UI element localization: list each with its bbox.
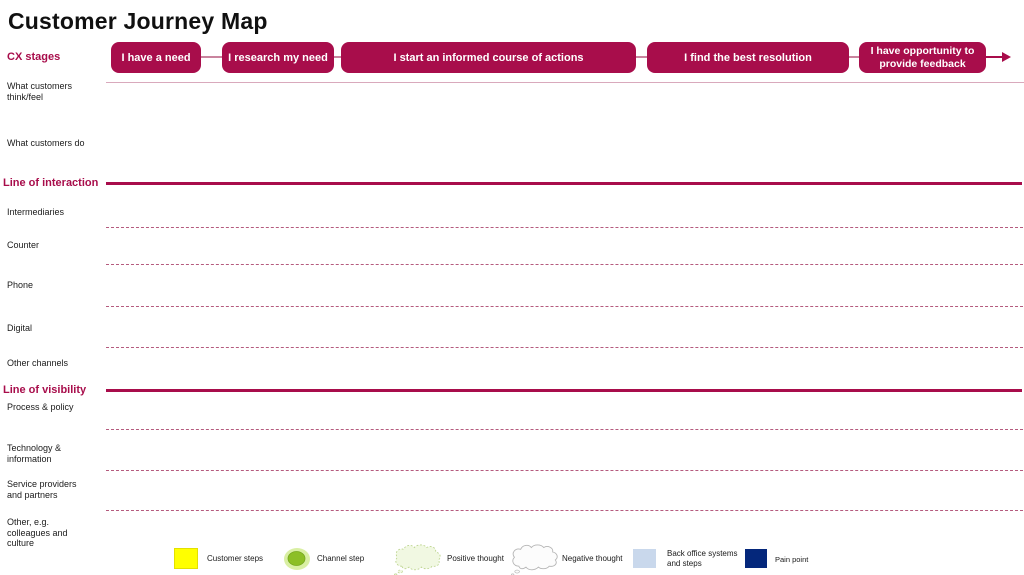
page-title: Customer Journey Map <box>8 8 268 34</box>
row-label-digital: Digital <box>7 323 33 333</box>
row-label-other-culture: Other, e.g. colleagues and culture <box>7 517 68 548</box>
stage-informed-course-of-actions[interactable]: I start an informed course of actions <box>341 42 636 73</box>
row-divider <box>106 264 1023 265</box>
line-of-interaction <box>106 182 1022 185</box>
row-divider <box>106 429 1023 430</box>
row-label-process-policy: Process & policy <box>7 402 74 412</box>
negative-thought-icon <box>511 544 558 575</box>
line-of-visibility <box>106 389 1022 392</box>
row-label-think-feel: What customers think/feel <box>7 81 73 102</box>
row-divider <box>106 470 1023 471</box>
row-divider <box>106 306 1023 307</box>
pain-point-swatch <box>745 549 767 568</box>
line-of-visibility-label: Line of visibility <box>3 384 87 396</box>
channel-step-icon <box>284 548 310 570</box>
row-label-other-channels: Other channels <box>7 358 69 368</box>
stage-opportunity-feedback[interactable]: I have opportunity to provide feedback <box>859 42 986 73</box>
row-label-intermediaries: Intermediaries <box>7 207 65 217</box>
row-label-what-customers-do: What customers do <box>7 138 85 148</box>
legend-customer-steps: Customer steps <box>207 554 264 563</box>
row-label-counter: Counter <box>7 240 40 250</box>
legend-negative-thought: Negative thought <box>562 554 623 563</box>
stages-separator-line <box>106 82 1024 83</box>
customer-steps-swatch <box>174 548 198 569</box>
row-divider <box>106 510 1023 511</box>
line-of-interaction-label: Line of interaction <box>3 177 99 189</box>
arrow-right-icon <box>1002 52 1011 62</box>
row-label-service-providers: Service providers and partners <box>7 479 77 500</box>
cx-stages-label: CX stages <box>7 51 61 63</box>
legend-channel-step: Channel step <box>317 554 365 563</box>
row-divider <box>106 227 1023 228</box>
row-divider <box>106 347 1023 348</box>
row-label-technology-information: Technology & information <box>7 443 62 464</box>
legend-pain-point: Pain point <box>775 555 809 564</box>
stage-i-research-my-need[interactable]: I research my need <box>222 42 334 73</box>
stage-find-best-resolution[interactable]: I find the best resolution <box>647 42 849 73</box>
row-label-phone: Phone <box>7 280 34 290</box>
legend-back-office: Back office systems and steps <box>667 549 738 568</box>
legend-positive-thought: Positive thought <box>447 554 504 563</box>
positive-thought-icon <box>394 544 441 575</box>
stage-i-have-a-need[interactable]: I have a need <box>111 42 201 73</box>
back-office-swatch <box>633 549 656 568</box>
stage-arrow-line <box>986 56 1003 58</box>
